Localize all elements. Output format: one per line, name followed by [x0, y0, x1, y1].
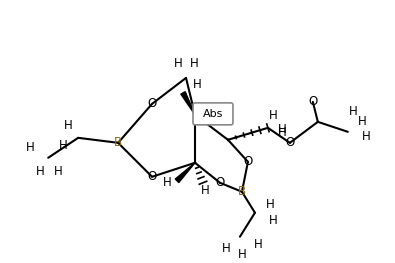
- Text: B: B: [238, 185, 246, 198]
- Text: H: H: [361, 130, 370, 143]
- Text: H: H: [190, 57, 198, 70]
- Text: H: H: [222, 242, 230, 255]
- Text: H: H: [278, 126, 286, 139]
- Text: H: H: [237, 248, 246, 261]
- Polygon shape: [175, 163, 195, 183]
- Text: H: H: [278, 123, 286, 136]
- Text: H: H: [265, 198, 274, 211]
- Text: H: H: [269, 214, 277, 227]
- Text: H: H: [64, 119, 73, 132]
- Text: H: H: [26, 141, 35, 154]
- Text: Abs: Abs: [203, 109, 223, 119]
- Text: H: H: [254, 238, 262, 251]
- Text: O: O: [147, 170, 157, 183]
- Text: H: H: [357, 115, 366, 128]
- Text: H: H: [174, 57, 182, 70]
- Text: O: O: [285, 136, 295, 149]
- Text: H: H: [201, 184, 209, 197]
- Text: H: H: [59, 139, 68, 152]
- Text: H: H: [348, 105, 357, 118]
- Text: O: O: [308, 95, 318, 108]
- Text: O: O: [147, 97, 157, 110]
- Text: O: O: [243, 155, 252, 168]
- Text: B: B: [114, 136, 122, 149]
- Text: H: H: [36, 165, 45, 178]
- Text: O: O: [215, 176, 225, 189]
- Text: H: H: [193, 78, 201, 91]
- Text: H: H: [269, 109, 277, 122]
- Text: H: H: [54, 165, 62, 178]
- Polygon shape: [181, 92, 195, 115]
- Text: H: H: [163, 176, 171, 189]
- FancyBboxPatch shape: [193, 103, 233, 125]
